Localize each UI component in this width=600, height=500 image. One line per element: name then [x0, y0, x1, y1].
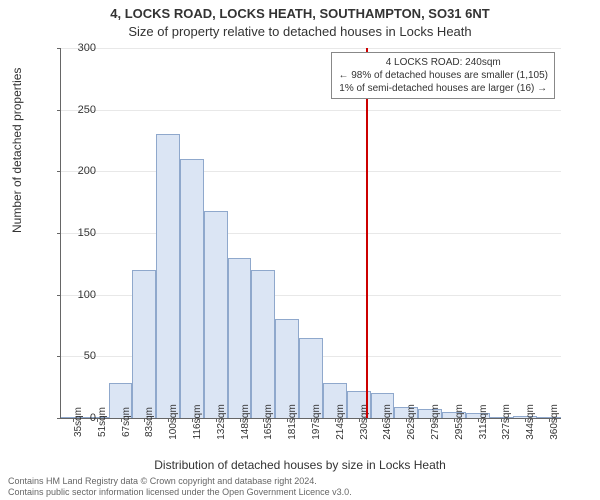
- ytick-label: 200: [56, 165, 96, 177]
- gridline: [61, 48, 561, 49]
- xtick-label: 360sqm: [549, 404, 560, 440]
- histogram-bar: [156, 134, 180, 418]
- ytick-label: 100: [56, 289, 96, 301]
- xtick-label: 148sqm: [240, 404, 251, 440]
- histogram-bar: [251, 270, 275, 418]
- histogram-bar: [132, 270, 156, 418]
- histogram-bar: [275, 319, 299, 418]
- xtick-label: 67sqm: [121, 407, 132, 437]
- footer-line-1: Contains HM Land Registry data © Crown c…: [8, 476, 352, 487]
- xtick-label: 116sqm: [192, 405, 203, 440]
- gridline: [61, 110, 561, 111]
- xtick-label: 279sqm: [430, 404, 441, 440]
- xtick-label: 197sqm: [311, 404, 322, 440]
- xtick-label: 230sqm: [359, 404, 370, 440]
- annotation-line-1: 4 LOCKS ROAD: 240sqm: [338, 56, 548, 69]
- x-axis-label: Distribution of detached houses by size …: [0, 458, 600, 472]
- ytick-label: 150: [56, 227, 96, 239]
- chart-title-main: 4, LOCKS ROAD, LOCKS HEATH, SOUTHAMPTON,…: [0, 6, 600, 21]
- xtick-label: 132sqm: [216, 404, 227, 440]
- histogram-bar: [204, 211, 228, 418]
- xtick-label: 83sqm: [144, 407, 155, 437]
- reference-line: [366, 48, 368, 418]
- xtick-label: 311sqm: [478, 405, 489, 440]
- xtick-label: 100sqm: [168, 404, 179, 440]
- histogram-bar: [228, 258, 252, 418]
- xtick-label: 344sqm: [525, 404, 536, 440]
- footer-attribution: Contains HM Land Registry data © Crown c…: [8, 476, 352, 498]
- annotation-box: 4 LOCKS ROAD: 240sqm← 98% of detached ho…: [331, 52, 555, 99]
- ytick-label: 250: [56, 104, 96, 116]
- gridline: [61, 171, 561, 172]
- xtick-label: 295sqm: [454, 404, 465, 440]
- histogram-bar: [180, 159, 204, 418]
- xtick-label: 165sqm: [263, 404, 274, 440]
- plot-area: 35sqm51sqm67sqm83sqm100sqm116sqm132sqm14…: [60, 48, 561, 419]
- y-axis-label: Number of detached properties: [10, 68, 24, 233]
- footer-line-2: Contains public sector information licen…: [8, 487, 352, 498]
- annotation-line-2: ← 98% of detached houses are smaller (1,…: [338, 69, 548, 82]
- xtick-label: 51sqm: [97, 407, 108, 437]
- gridline: [61, 233, 561, 234]
- ytick-label: 300: [56, 42, 96, 54]
- chart-title-sub: Size of property relative to detached ho…: [0, 24, 600, 39]
- xtick-label: 214sqm: [335, 404, 346, 440]
- xtick-label: 327sqm: [501, 404, 512, 440]
- ytick-label: 0: [56, 412, 96, 424]
- annotation-line-3: 1% of semi-detached houses are larger (1…: [338, 82, 548, 95]
- xtick-label: 181sqm: [287, 404, 298, 440]
- xtick-label: 246sqm: [382, 404, 393, 440]
- ytick-label: 50: [56, 350, 96, 362]
- chart-container: 4, LOCKS ROAD, LOCKS HEATH, SOUTHAMPTON,…: [0, 0, 600, 500]
- xtick-label: 262sqm: [406, 404, 417, 440]
